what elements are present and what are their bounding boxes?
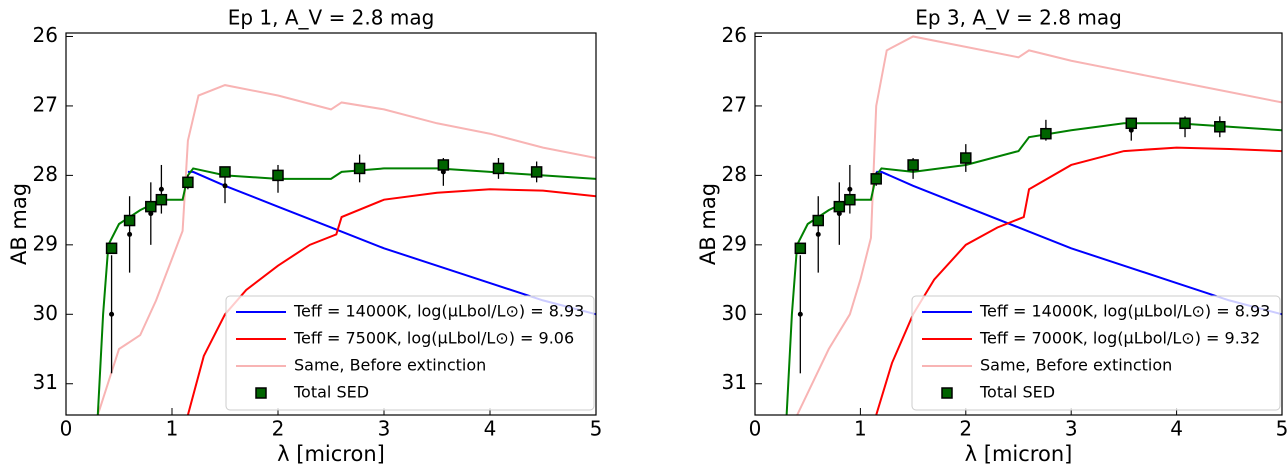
x-tick-label: 3: [1065, 417, 1078, 441]
sed-square: [530, 166, 543, 178]
plot-area: [96, 84, 596, 415]
sed-square: [145, 200, 157, 213]
series-line: [796, 35, 1282, 415]
sed-square: [907, 159, 919, 171]
x-tick-label: 5: [1276, 417, 1288, 441]
x-tick-label: 5: [590, 417, 603, 441]
x-tick-label: 0: [749, 417, 762, 441]
sed-square: [1040, 127, 1052, 140]
y-tick-label: 29: [33, 231, 58, 255]
sed-square: [123, 214, 136, 227]
x-tick-label: 4: [1170, 417, 1183, 441]
y-axis-label: AB mag: [696, 183, 720, 265]
legend-label: Teff = 14000K, log(μLbol/L⊙) = 8.93: [979, 302, 1270, 321]
panel: Ep 1, A_V = 2.8 mag λ [micron] AB mag 0 1 2 3 4…: [7, 6, 602, 466]
y-tick-label: 26: [722, 23, 747, 47]
sed-square: [492, 162, 505, 175]
data-point: [797, 311, 803, 317]
sed-square: [182, 176, 194, 189]
legend-label: Same, Before extinction: [294, 356, 486, 375]
legend-label: Teff = 14000K, log(μLbol/L⊙) = 8.93: [293, 302, 584, 321]
sed-square: [960, 152, 972, 164]
x-axis-label: λ [micron]: [277, 442, 385, 466]
data-point: [222, 183, 228, 189]
y-axis-label: AB mag: [7, 183, 31, 265]
y-tick-label: 28: [722, 162, 747, 186]
x-tick-label: 3: [378, 417, 391, 441]
legend-box: [911, 295, 1281, 411]
legend-label: Teff = 7500K, log(μLbol/L⊙) = 9.06: [293, 329, 574, 348]
sed-square: [1179, 117, 1191, 130]
x-tick-label: 0: [60, 417, 73, 441]
x-tick-label: 1: [854, 417, 867, 441]
sed-square: [794, 242, 807, 255]
sed-square: [353, 162, 366, 175]
y-tick-label: 31: [722, 370, 747, 394]
y-tick-label: 30: [33, 301, 58, 325]
x-tick-label: 1: [166, 417, 179, 441]
data-point: [847, 186, 853, 192]
plot-frame: [754, 32, 1283, 416]
sed-square: [1125, 117, 1138, 130]
series-line: [187, 170, 596, 316]
legend-swatch: [941, 387, 953, 399]
legend-label: Total SED: [293, 383, 369, 402]
chart-title: Ep 3, A_V = 2.8 mag: [915, 6, 1122, 30]
sed-square: [812, 214, 824, 227]
plot-frame: [65, 32, 597, 416]
sed-square: [870, 173, 882, 185]
data-point: [815, 231, 821, 237]
y-tick-label: 26: [33, 23, 58, 47]
panel: Ep 3, A_V = 2.8 mag λ [micron] AB mag 0 1 2 3 4…: [696, 6, 1288, 466]
legend-label: Same, Before extinction: [980, 356, 1172, 375]
x-tick-label: 4: [484, 417, 497, 441]
sed-square: [1214, 121, 1226, 133]
y-tick-label: 27: [722, 92, 747, 116]
y-tick-label: 28: [33, 162, 58, 186]
y-tick-label: 29: [722, 231, 747, 255]
series-line: [96, 84, 596, 415]
data-point: [158, 186, 164, 192]
sed-square: [105, 242, 118, 255]
x-tick-label: 2: [272, 417, 285, 441]
sed-square: [219, 166, 231, 178]
sed-square: [272, 169, 284, 182]
legend-box: [225, 295, 595, 411]
sed-square: [833, 200, 846, 213]
y-tick-label: 30: [722, 301, 747, 325]
sed-square: [437, 159, 450, 171]
x-axis-label: λ [micron]: [965, 442, 1073, 466]
legend-label: Total SED: [979, 383, 1055, 402]
x-tick-label: 2: [959, 417, 972, 441]
legend-swatch: [255, 387, 267, 399]
y-tick-label: 27: [33, 92, 58, 116]
sed-square: [844, 193, 856, 206]
sed-square: [155, 193, 168, 206]
series-line: [876, 170, 1282, 316]
legend-label: Teff = 7000K, log(μLbol/L⊙) = 9.32: [979, 329, 1260, 348]
chart-title: Ep 1, A_V = 2.8 mag: [228, 6, 435, 30]
y-tick-label: 31: [33, 370, 58, 394]
data-point: [127, 231, 133, 237]
series-line: [186, 188, 596, 415]
data-point: [109, 311, 115, 317]
